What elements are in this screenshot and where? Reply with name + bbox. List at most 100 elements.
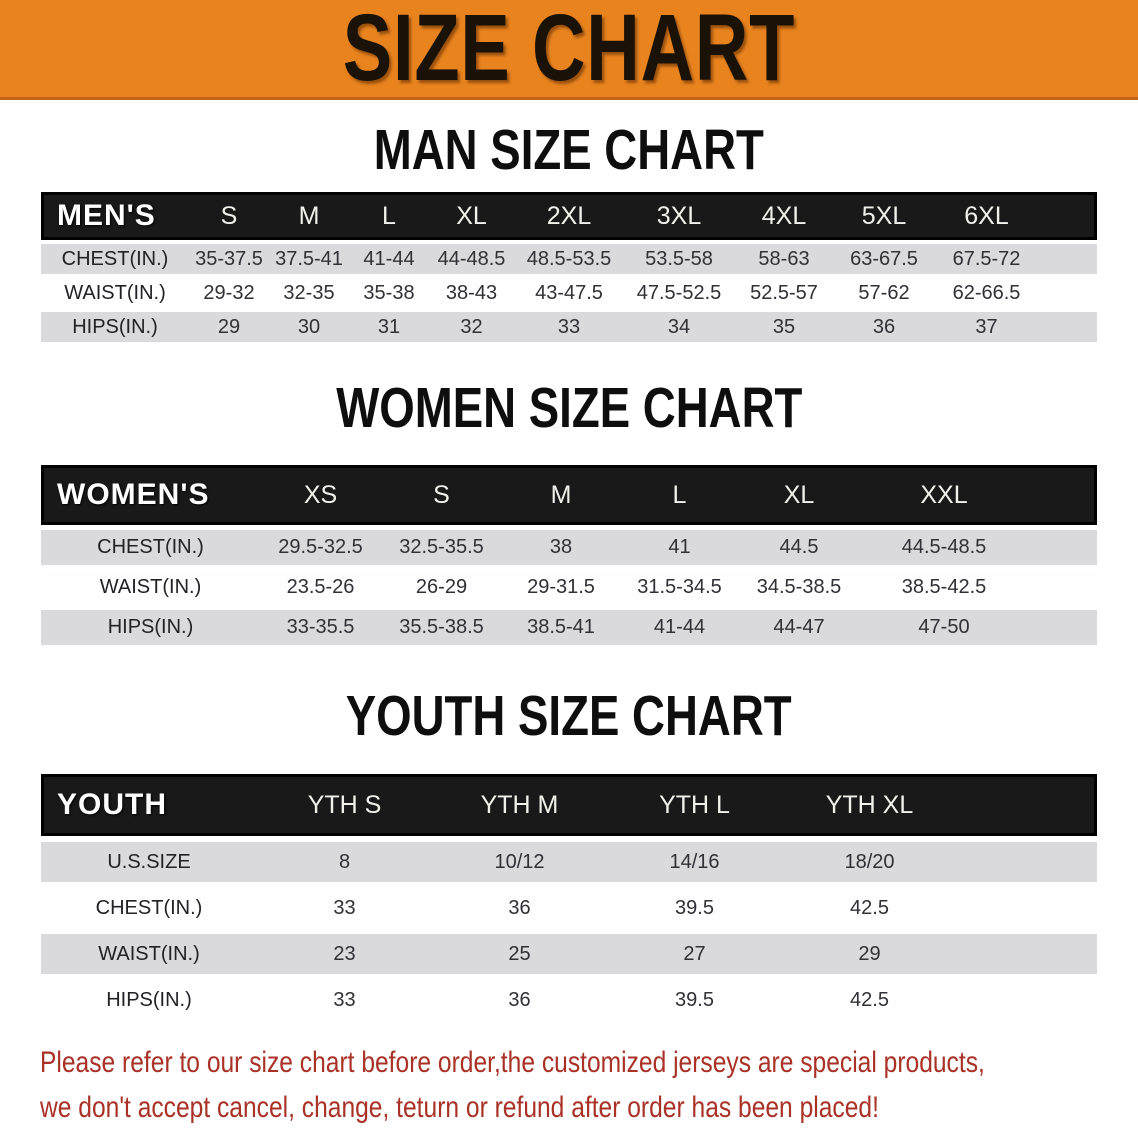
table-group-label: YOUTH <box>41 774 257 836</box>
size-value-cell: 44.5 <box>739 530 859 565</box>
size-value-cell: 44-48.5 <box>429 244 514 274</box>
men-section-title: MAN SIZE CHART <box>0 118 1138 182</box>
table-row: CHEST(IN.) 29.5-32.5 32.5-35.5 38 41 44.5 44.5… <box>41 530 1097 565</box>
size-value-cell: 32.5-35.5 <box>381 530 502 565</box>
size-value-cell: 41-44 <box>620 610 739 645</box>
table-row: CHEST(IN.) 33 36 39.5 42.5 <box>41 888 1097 928</box>
size-value-cell: 47-50 <box>859 610 1029 645</box>
youth-section-title: YOUTH SIZE CHART <box>0 688 1138 745</box>
size-value-cell: 23.5-26 <box>260 570 381 605</box>
size-value-cell: 29-32 <box>189 278 269 308</box>
size-value-cell: 37.5-41 <box>269 244 349 274</box>
row-label: WAIST(IN.) <box>41 278 189 308</box>
men-section-title-text: MAN SIZE CHART <box>373 118 765 182</box>
row-label: U.S.SIZE <box>41 842 257 882</box>
size-value-cell: 14/16 <box>607 842 782 882</box>
women-section-title: WOMEN SIZE CHART <box>0 380 1138 437</box>
section-women: WOMEN SIZE CHART WOMEN'S XS S M L XL XXL CHEST(… <box>0 380 1138 650</box>
size-column-header: 2XL <box>514 192 624 240</box>
men-size-table: MEN'S S M L XL 2XL 3XL 4XL 5XL 6XL CHEST(IN.) 35-37… <box>41 188 1097 346</box>
header-filler <box>1039 192 1097 240</box>
size-value-cell: 63-67.5 <box>834 244 934 274</box>
size-value-cell: 62-66.5 <box>934 278 1039 308</box>
women-size-table: WOMEN'S XS S M L XL XXL CHEST(IN.) 29.5-32.5 32.5… <box>41 460 1097 650</box>
size-value-cell: 44-47 <box>739 610 859 645</box>
row-filler <box>957 842 1097 882</box>
table-header-row: MEN'S S M L XL 2XL 3XL 4XL 5XL 6XL <box>41 192 1097 240</box>
size-value-cell: 30 <box>269 312 349 342</box>
row-label: CHEST(IN.) <box>41 244 189 274</box>
table-header-row: YOUTH YTH S YTH M YTH L YTH XL <box>41 774 1097 836</box>
size-column-header: 3XL <box>624 192 734 240</box>
size-value-cell: 27 <box>607 934 782 974</box>
row-filler <box>957 888 1097 928</box>
row-filler <box>957 980 1097 1020</box>
size-value-cell: 36 <box>834 312 934 342</box>
disclaimer: Please refer to our size chart before or… <box>40 1040 1138 1130</box>
size-column-header: YTH M <box>432 774 607 836</box>
size-value-cell: 29.5-32.5 <box>260 530 381 565</box>
size-value-cell: 26-29 <box>381 570 502 605</box>
table-row: WAIST(IN.) 23.5-26 26-29 29-31.5 31.5-34.5 34… <box>41 570 1097 605</box>
size-column-header: 6XL <box>934 192 1039 240</box>
size-column-header: M <box>269 192 349 240</box>
size-value-cell: 38-43 <box>429 278 514 308</box>
size-value-cell: 53.5-58 <box>624 244 734 274</box>
row-filler <box>1029 570 1097 605</box>
size-value-cell: 41 <box>620 530 739 565</box>
size-value-cell: 23 <box>257 934 432 974</box>
size-column-header: S <box>189 192 269 240</box>
row-label: HIPS(IN.) <box>41 312 189 342</box>
size-value-cell: 31 <box>349 312 429 342</box>
table-group-label: MEN'S <box>41 192 189 240</box>
table-row: HIPS(IN.) 33 36 39.5 42.5 <box>41 980 1097 1020</box>
size-value-cell: 67.5-72 <box>934 244 1039 274</box>
size-value-cell: 31.5-34.5 <box>620 570 739 605</box>
row-filler <box>1039 312 1097 342</box>
size-column-header: XS <box>260 465 381 525</box>
size-value-cell: 36 <box>432 888 607 928</box>
size-value-cell: 10/12 <box>432 842 607 882</box>
disclaimer-line-2: we don't accept cancel, change, teturn o… <box>40 1091 879 1124</box>
size-column-header: L <box>349 192 429 240</box>
banner: SIZE CHART <box>0 0 1138 100</box>
size-column-header: 5XL <box>834 192 934 240</box>
row-label: HIPS(IN.) <box>41 980 257 1020</box>
size-value-cell: 38.5-41 <box>502 610 620 645</box>
header-filler <box>1029 465 1097 525</box>
size-value-cell: 48.5-53.5 <box>514 244 624 274</box>
size-column-header: S <box>381 465 502 525</box>
row-filler <box>1029 530 1097 565</box>
size-value-cell: 42.5 <box>782 888 957 928</box>
size-value-cell: 29 <box>189 312 269 342</box>
size-value-cell: 43-47.5 <box>514 278 624 308</box>
table-group-label: WOMEN'S <box>41 465 260 525</box>
size-value-cell: 35 <box>734 312 834 342</box>
size-value-cell: 52.5-57 <box>734 278 834 308</box>
size-value-cell: 8 <box>257 842 432 882</box>
size-value-cell: 34 <box>624 312 734 342</box>
size-value-cell: 34.5-38.5 <box>739 570 859 605</box>
row-label: CHEST(IN.) <box>41 888 257 928</box>
row-label: HIPS(IN.) <box>41 610 260 645</box>
size-value-cell: 35-38 <box>349 278 429 308</box>
size-value-cell: 32 <box>429 312 514 342</box>
page-title: SIZE CHART <box>342 0 796 101</box>
size-value-cell: 35-37.5 <box>189 244 269 274</box>
size-column-header: YTH L <box>607 774 782 836</box>
size-value-cell: 38 <box>502 530 620 565</box>
size-value-cell: 47.5-52.5 <box>624 278 734 308</box>
size-value-cell: 44.5-48.5 <box>859 530 1029 565</box>
row-filler <box>1029 610 1097 645</box>
size-column-header: L <box>620 465 739 525</box>
size-column-header: M <box>502 465 620 525</box>
size-value-cell: 33 <box>257 980 432 1020</box>
size-column-header: YTH XL <box>782 774 957 836</box>
size-value-cell: 57-62 <box>834 278 934 308</box>
row-label: CHEST(IN.) <box>41 530 260 565</box>
size-value-cell: 39.5 <box>607 980 782 1020</box>
size-value-cell: 38.5-42.5 <box>859 570 1029 605</box>
section-youth: YOUTH SIZE CHART YOUTH YTH S YTH M YTH L YTH… <box>0 688 1138 1026</box>
size-value-cell: 18/20 <box>782 842 957 882</box>
